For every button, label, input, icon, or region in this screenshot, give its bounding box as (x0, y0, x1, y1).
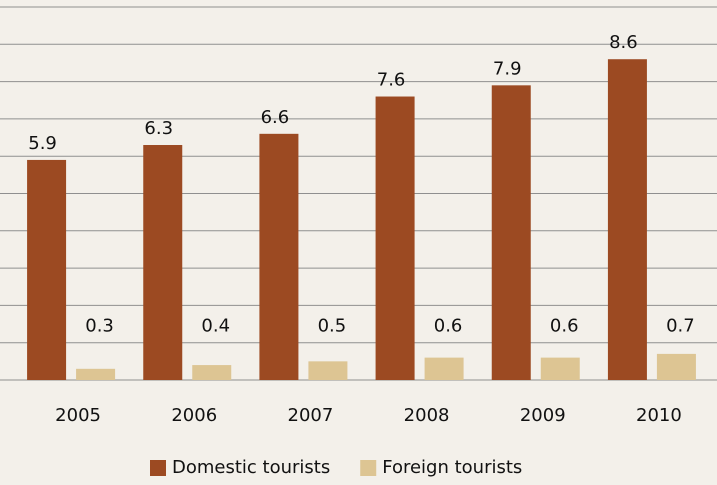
bar (540, 357, 580, 380)
bar (27, 159, 67, 380)
data-label: 0.5 (318, 316, 347, 337)
bar (76, 368, 116, 380)
x-tick-label: 2007 (288, 405, 334, 426)
bar (656, 353, 696, 380)
x-tick-label: 2009 (520, 405, 566, 426)
bar (491, 85, 531, 380)
bar (143, 145, 183, 380)
data-label: 6.6 (261, 107, 290, 128)
data-label: 0.7 (666, 316, 695, 337)
data-label: 7.6 (377, 70, 406, 91)
bar (375, 96, 415, 381)
data-label: 0.6 (434, 316, 463, 337)
x-tick-label: 2008 (404, 405, 450, 426)
data-label: 0.3 (85, 316, 114, 337)
bar (607, 59, 647, 380)
data-label: 8.6 (609, 32, 638, 53)
data-label: 5.9 (28, 133, 57, 154)
data-label: 0.4 (201, 316, 230, 337)
bar (424, 357, 464, 380)
legend-label: Domestic tourists (172, 457, 330, 478)
x-tick-label: 2010 (636, 405, 682, 426)
bar (308, 361, 348, 380)
bar (192, 365, 232, 380)
legend-swatch (150, 460, 166, 476)
data-label: 0.6 (550, 316, 579, 337)
legend-swatch (360, 460, 377, 476)
legend-label: Foreign tourists (382, 457, 522, 478)
x-tick-label: 2005 (55, 405, 101, 426)
x-tick-label: 2006 (171, 405, 217, 426)
data-label: 7.9 (493, 58, 522, 79)
data-label: 6.3 (144, 118, 173, 139)
bar (259, 133, 299, 380)
